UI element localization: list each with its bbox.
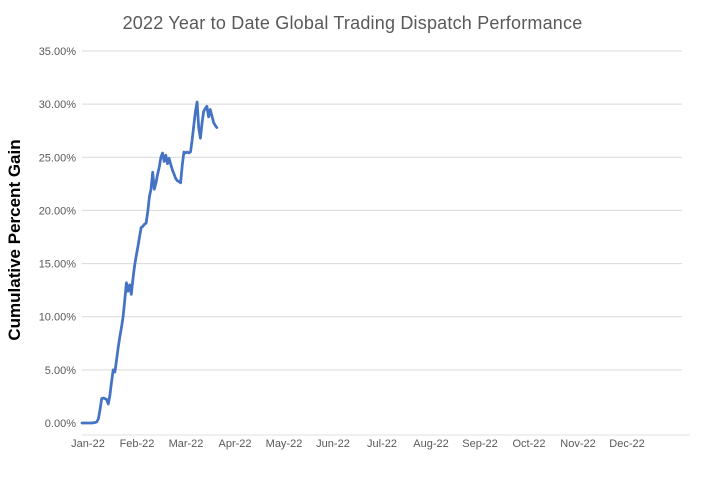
y-tick-label: 15.00% — [39, 259, 77, 271]
y-tick-label: 35.00% — [39, 46, 77, 58]
x-tick-label: Jul-22 — [367, 438, 397, 450]
x-tick-label: Dec-22 — [609, 438, 644, 450]
x-tick-label: Apr-22 — [218, 438, 251, 450]
y-tick-label: 30.00% — [39, 99, 77, 111]
x-tick-label: Jun-22 — [316, 438, 350, 450]
performance-line — [80, 100, 219, 425]
x-tick-label: Mar-22 — [169, 438, 204, 450]
chart-title: 2022 Year to Date Global Trading Dispatc… — [122, 13, 583, 33]
y-axis-title: Cumulative Percent Gain — [5, 139, 24, 341]
y-tick-label: 5.00% — [45, 365, 76, 377]
y-tick-label: 10.00% — [39, 312, 77, 324]
y-tick-label: 25.00% — [39, 152, 77, 164]
x-tick-label: May-22 — [266, 438, 303, 450]
x-tick-label: Feb-22 — [120, 438, 155, 450]
x-tick-label: Sep-22 — [462, 438, 497, 450]
y-tick-label: 20.00% — [39, 205, 77, 217]
y-tick-label: 0.00% — [45, 418, 76, 430]
x-tick-label: Aug-22 — [413, 438, 448, 450]
x-tick-label: Oct-22 — [512, 438, 545, 450]
x-tick-label: Nov-22 — [560, 438, 595, 450]
x-tick-label: Jan-22 — [71, 438, 105, 450]
